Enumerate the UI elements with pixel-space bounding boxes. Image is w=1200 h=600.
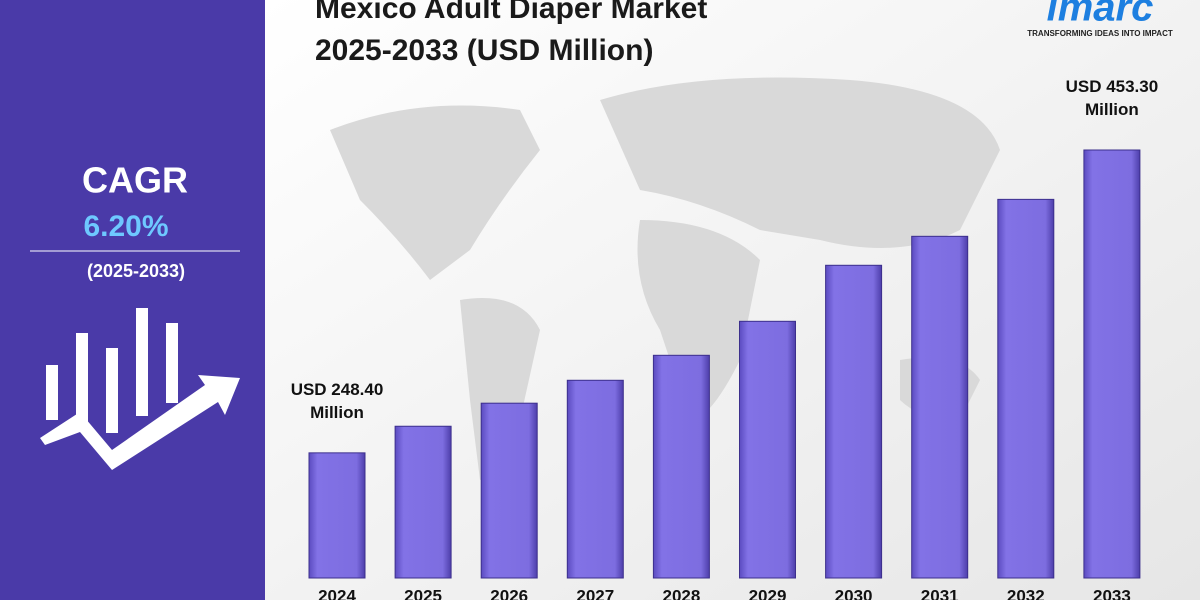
cagr-label: CAGR <box>82 160 188 201</box>
x-tick-label: 2028 <box>662 586 700 600</box>
x-tick-label: 2026 <box>490 586 528 600</box>
bar <box>652 354 710 579</box>
world-map <box>330 77 1000 480</box>
chart-title: Mexico Adult Diaper Market 2025-2033 (USD… <box>315 0 707 67</box>
value-label: USD 453.30 Million <box>1065 77 1159 119</box>
logo-tagline: TRANSFORMING IDEAS INTO IMPACT <box>1027 29 1173 38</box>
logo: imarc <box>1047 0 1154 30</box>
x-tick-label: 2032 <box>1007 586 1045 600</box>
x-tick-label: 2030 <box>835 586 873 600</box>
growth-icon <box>40 308 240 470</box>
x-tick-label: 2025 <box>404 586 442 600</box>
sidebar <box>0 0 265 600</box>
x-tick-label: 2033 <box>1093 586 1131 600</box>
bar <box>997 198 1055 579</box>
bar <box>394 425 452 579</box>
x-tick-label: 2024 <box>318 586 356 600</box>
value-label: USD 248.40 Million <box>290 379 384 422</box>
x-tick-label: 2029 <box>749 586 787 600</box>
bar <box>911 235 969 579</box>
cagr-rate: 6.20% <box>83 210 168 243</box>
x-tick-label: 2031 <box>921 586 959 600</box>
bar <box>825 264 883 579</box>
bar <box>480 402 538 579</box>
cagr-period: (2025-2033) <box>87 261 185 281</box>
bar <box>308 452 366 579</box>
bar <box>739 320 796 579</box>
bar <box>566 379 624 579</box>
x-tick-label: 2027 <box>576 586 614 600</box>
bar <box>1083 149 1141 579</box>
